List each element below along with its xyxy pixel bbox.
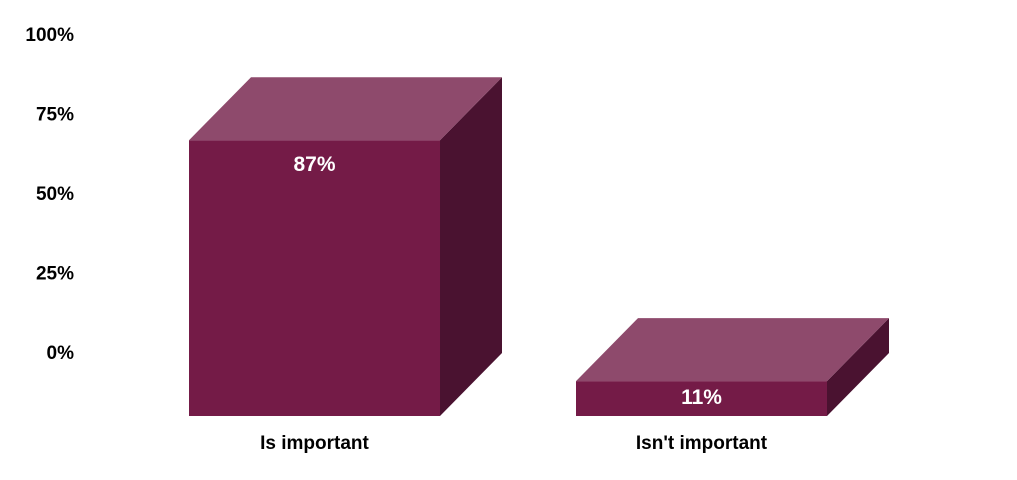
bar-2: 11%: [576, 318, 889, 416]
x-axis: Is important Isn't important: [260, 433, 768, 454]
category-label: Is important: [260, 433, 369, 454]
bar-1: 87%: [189, 77, 502, 417]
bar-front-face: [189, 140, 440, 416]
y-tick-label: 25%: [36, 264, 74, 285]
bars: 87% 11%: [189, 77, 889, 417]
bar-top-face: [576, 318, 889, 382]
y-tick-label: 100%: [25, 25, 74, 46]
bar-side-face: [440, 77, 502, 417]
y-tick-label: 0%: [47, 343, 75, 364]
y-tick-label: 50%: [36, 184, 74, 205]
data-label: 87%: [293, 153, 335, 176]
bar-front-face: [576, 381, 827, 416]
bar-top-face: [189, 77, 502, 141]
y-tick-label: 75%: [36, 105, 74, 126]
bar-side-face: [827, 318, 889, 416]
data-label: 11%: [681, 386, 722, 409]
y-axis: 100% 75% 50% 25% 0%: [25, 25, 74, 364]
category-label: Isn't important: [636, 433, 768, 454]
